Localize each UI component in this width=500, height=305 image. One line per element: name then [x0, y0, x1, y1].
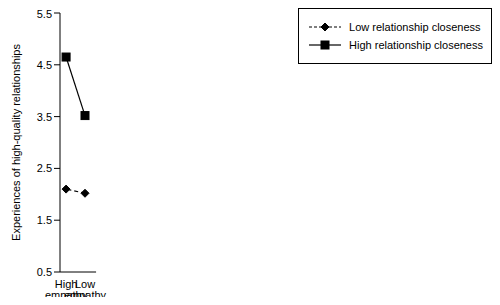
svg-text:Experiences of high-quality re: Experiences of high-quality relationship… — [10, 44, 22, 241]
svg-text:0.5: 0.5 — [37, 266, 52, 278]
svg-text:Highempathy: Highempathy — [45, 278, 88, 297]
svg-text:3.5: 3.5 — [37, 111, 52, 123]
svg-text:5.5: 5.5 — [37, 8, 52, 20]
svg-text:4.5: 4.5 — [37, 59, 52, 71]
svg-text:2.5: 2.5 — [37, 162, 52, 174]
svg-text:1.5: 1.5 — [37, 214, 52, 226]
